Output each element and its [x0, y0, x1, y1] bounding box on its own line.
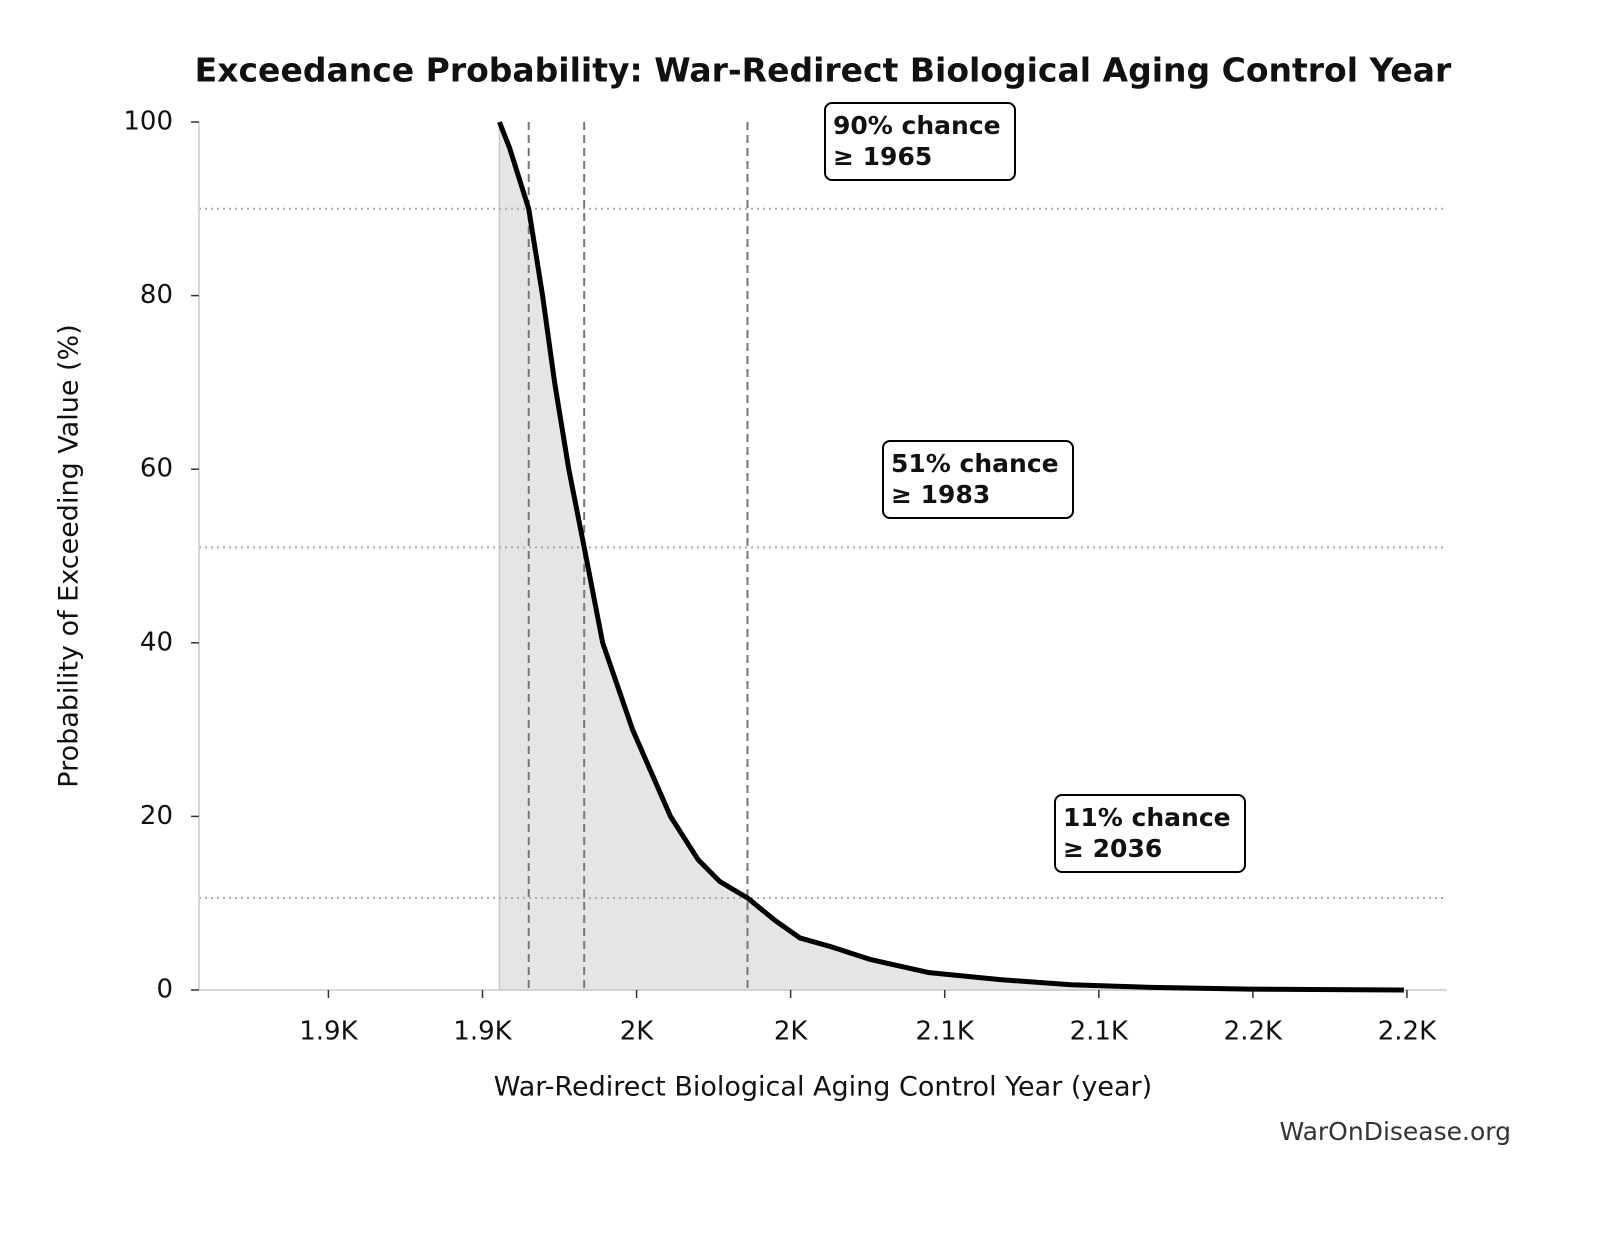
annotation-text: 90% chance: [833, 111, 1001, 140]
annotation-box: [1054, 794, 1246, 873]
annotation-text: ≥ 2036: [1063, 834, 1162, 863]
source: WarOnDisease.org: [1279, 1117, 1511, 1146]
annotation-text: ≥ 1983: [891, 480, 990, 509]
x-tick-label: 1.9K: [453, 1017, 512, 1047]
y-tick-label: 40: [140, 627, 173, 657]
y-tick-label: 100: [123, 107, 173, 137]
line: [497, 121, 1404, 993]
y-tick-label: 20: [140, 801, 173, 831]
x-tick-label: 2K: [620, 1017, 655, 1047]
chart-title: Exceedance Probability: War-Redirect Bio…: [195, 51, 1452, 90]
x-tick-label: 2.2K: [1224, 1017, 1283, 1047]
x-tick-label: 1.9K: [299, 1017, 358, 1047]
annotation-text: 11% chance: [1063, 803, 1231, 832]
annotation-box: [882, 440, 1074, 519]
y-axis-label: Probability of Exceeding Value (%): [54, 324, 85, 787]
x-axis-label: War-Redirect Biological Aging Control Ye…: [494, 1072, 1152, 1103]
area: [498, 121, 1404, 991]
annotation-text: 51% chance: [891, 449, 1059, 478]
annotation-text: ≥ 1965: [833, 142, 932, 171]
x-tick-label: 2.1K: [1070, 1017, 1129, 1047]
x-tick-label: 2.1K: [916, 1017, 975, 1047]
y-tick-label: 60: [140, 454, 173, 484]
annotation-box: [824, 102, 1016, 181]
y-tick-label: 0: [156, 975, 173, 1005]
y-tick-label: 80: [140, 280, 173, 310]
x-tick-label: 2K: [774, 1017, 809, 1047]
x-tick-label: 2.2K: [1378, 1017, 1437, 1047]
